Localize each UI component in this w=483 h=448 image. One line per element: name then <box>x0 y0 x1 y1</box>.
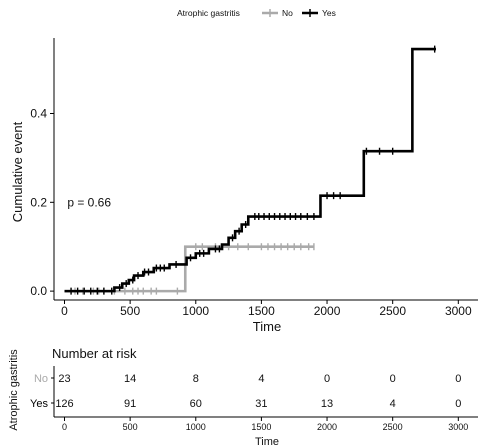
x-ticks: 0 500 1000 1500 2000 2500 3000 <box>61 300 472 318</box>
y-tick-label: 0.4 <box>30 106 47 120</box>
risk-cell: 31 <box>255 398 267 410</box>
risk-cell: 91 <box>124 398 136 410</box>
x-tick-label: 0 <box>61 304 68 318</box>
legend-yes-label: Yes <box>322 8 336 18</box>
x-tick-label: 3000 <box>445 304 472 318</box>
risk-table: Number at risk Atrophic gastritis No 23 14… <box>8 346 478 448</box>
risk-cell: 14 <box>124 373 136 385</box>
risk-cell: 23 <box>58 373 70 385</box>
x-tick-label: 500 <box>120 304 140 318</box>
risk-table-rows: No 23 14 8 4 0 0 0 Yes 126 91 60 31 13 4 0 <box>30 373 461 410</box>
risk-cell: 0 <box>390 373 396 385</box>
risk-cell: 0 <box>324 373 330 385</box>
p-value-annotation: p = 0.66 <box>67 196 111 210</box>
x-tick-label: 1000 <box>182 304 209 318</box>
y-axis-label: Cumulative event <box>10 121 25 222</box>
legend-title: Atrophic gastritis <box>177 8 240 18</box>
risk-cell: 60 <box>190 398 202 410</box>
risk-x-tick-label: 1500 <box>251 422 271 432</box>
risk-row-label: No <box>34 373 48 385</box>
risk-x-tick-label: 2500 <box>383 422 403 432</box>
risk-cell: 4 <box>390 398 396 410</box>
risk-table-title: Number at risk <box>52 346 137 361</box>
legend-no-label: No <box>282 8 293 18</box>
risk-x-tick-label: 2000 <box>317 422 337 432</box>
y-tick-label: 0.2 <box>30 195 47 209</box>
risk-cell: 126 <box>55 398 73 410</box>
risk-cell: 0 <box>455 373 461 385</box>
risk-cell: 0 <box>455 398 461 410</box>
km-curve-no <box>64 245 314 293</box>
x-tick-label: 2500 <box>379 304 406 318</box>
risk-table-x-ticks: 0 500 1000 1500 2000 2500 3000 <box>62 417 468 432</box>
km-plot: 0 500 1000 1500 2000 2500 3000 0.00.20.4 Time … <box>10 38 478 334</box>
risk-cell: 8 <box>193 373 199 385</box>
risk-table-x-label: Time <box>255 436 279 448</box>
x-tick-label: 2000 <box>314 304 341 318</box>
km-curve-yes <box>64 47 436 293</box>
x-axis-label: Time <box>253 319 281 334</box>
x-tick-label: 1500 <box>248 304 275 318</box>
risk-cell: 4 <box>258 373 264 385</box>
risk-x-tick-label: 1000 <box>186 422 206 432</box>
risk-row-label: Yes <box>30 398 48 410</box>
risk-x-tick-label: 500 <box>123 422 138 432</box>
risk-table-strata-label: Atrophic gastritis <box>8 349 20 431</box>
legend: Atrophic gastritis No Yes <box>177 8 336 18</box>
km-curves <box>64 45 436 295</box>
y-tick-label: 0.0 <box>30 284 47 298</box>
risk-cell: 13 <box>321 398 333 410</box>
risk-x-tick-label: 3000 <box>448 422 468 432</box>
risk-x-tick-label: 0 <box>62 422 67 432</box>
y-ticks: 0.0 0.2 0.4 <box>30 106 54 298</box>
